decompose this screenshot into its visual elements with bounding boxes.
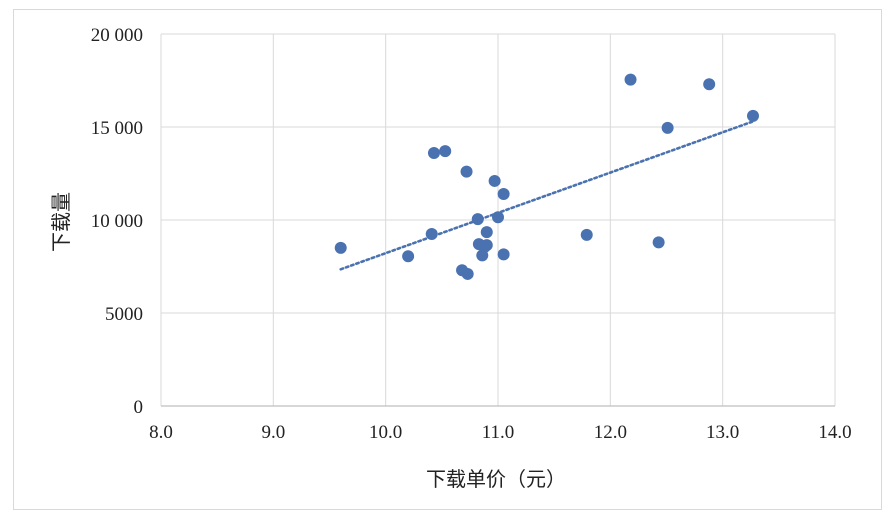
y-tick-label: 10 000 — [91, 211, 143, 232]
data-point — [480, 239, 493, 252]
y-tick-label: 15 000 — [91, 118, 143, 139]
x-tick-label: 13.0 — [706, 422, 739, 443]
data-point — [427, 147, 440, 160]
data-point — [497, 248, 510, 261]
y-tick-label: 0 — [134, 397, 144, 418]
data-point — [624, 73, 637, 86]
trendline-group — [339, 120, 755, 271]
x-tick-label: 8.0 — [149, 422, 173, 443]
x-tick-labels: 8.0 9.0 10.0 11.0 12.0 13.0 14.0 — [149, 422, 852, 443]
x-tick-label: 10.0 — [369, 422, 402, 443]
data-point — [652, 236, 665, 249]
data-point — [497, 187, 510, 200]
x-tick-label: 9.0 — [261, 422, 285, 443]
trendline — [339, 120, 755, 271]
x-tick-label: 12.0 — [594, 422, 627, 443]
data-point — [471, 213, 484, 226]
data-point — [746, 109, 759, 122]
x-axis-title: 下载单价（元） — [426, 467, 566, 491]
x-tick-label: 11.0 — [482, 422, 515, 443]
y-tick-label: 5000 — [105, 304, 143, 325]
data-point — [703, 78, 716, 91]
data-point — [480, 226, 493, 239]
data-point — [402, 250, 415, 263]
data-point — [661, 121, 674, 134]
x-tick-label: 14.0 — [818, 422, 851, 443]
data-point — [460, 165, 473, 178]
data-point — [439, 145, 452, 158]
data-point — [488, 174, 501, 187]
data-point — [461, 267, 474, 280]
y-tick-labels: 0 5000 10 000 15 000 20 000 — [91, 25, 143, 418]
data-point — [580, 228, 593, 241]
data-point — [425, 227, 438, 240]
chart-frame — [13, 9, 882, 510]
y-axis-title: 下载量 — [49, 192, 73, 252]
data-points — [334, 73, 759, 280]
data-point — [334, 241, 347, 254]
y-tick-label: 20 000 — [91, 25, 143, 46]
data-point — [492, 211, 504, 224]
